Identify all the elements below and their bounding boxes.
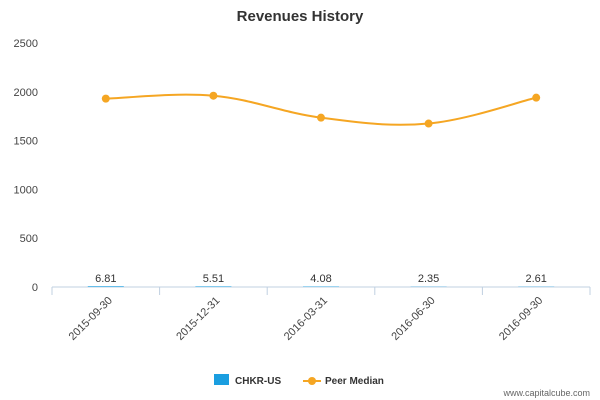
data-label-chkr-us: 2.35	[418, 273, 439, 285]
data-label-chkr-us: 4.08	[310, 273, 331, 285]
x-tick-label: 2016-06-30	[389, 295, 437, 343]
y-tick-label: 2000	[14, 87, 38, 99]
legend-swatch-chkr-us	[214, 374, 229, 385]
x-tick-label: 2015-12-31	[174, 295, 222, 343]
x-tick-label: 2016-03-31	[282, 295, 330, 343]
bar-chkr-us	[87, 286, 124, 287]
x-axis: 2015-09-30 2015-12-31 2016-03-31 2016-06-30…	[51, 286, 591, 343]
y-tick-label: 2500	[14, 38, 38, 50]
point-peer-median	[209, 91, 218, 100]
legend-label-chkr-us: CHKR-US	[235, 376, 281, 387]
point-peer-median	[101, 94, 110, 103]
data-label-chkr-us: 5.51	[203, 273, 224, 285]
line-series	[101, 91, 541, 128]
legend: CHKR-US Peer Median	[214, 374, 384, 387]
bar-data-labels: 6.81 5.51 4.08 2.35 2.61	[95, 273, 547, 285]
watermark: www.capitalcube.com	[502, 388, 590, 398]
chart-title: Revenues History	[237, 8, 364, 25]
point-peer-median	[317, 113, 325, 122]
y-axis: 0 500 1000 1500 2000 2500	[14, 38, 38, 294]
point-peer-median	[424, 119, 433, 128]
y-tick-label: 0	[32, 282, 38, 294]
bar-series	[87, 286, 555, 287]
data-label-chkr-us: 2.61	[525, 273, 546, 285]
y-tick-label: 1000	[14, 184, 38, 196]
x-tick-label: 2015-09-30	[67, 295, 115, 343]
bar-chkr-us	[195, 286, 232, 287]
legend-label-peer-median: Peer Median	[325, 376, 384, 387]
point-peer-median	[532, 93, 541, 102]
x-tick-label: 2016-09-30	[497, 295, 545, 343]
legend-marker-peer-median	[308, 377, 316, 385]
y-tick-label: 1500	[14, 136, 38, 148]
y-tick-label: 500	[20, 233, 38, 245]
data-label-chkr-us: 6.81	[95, 273, 116, 285]
